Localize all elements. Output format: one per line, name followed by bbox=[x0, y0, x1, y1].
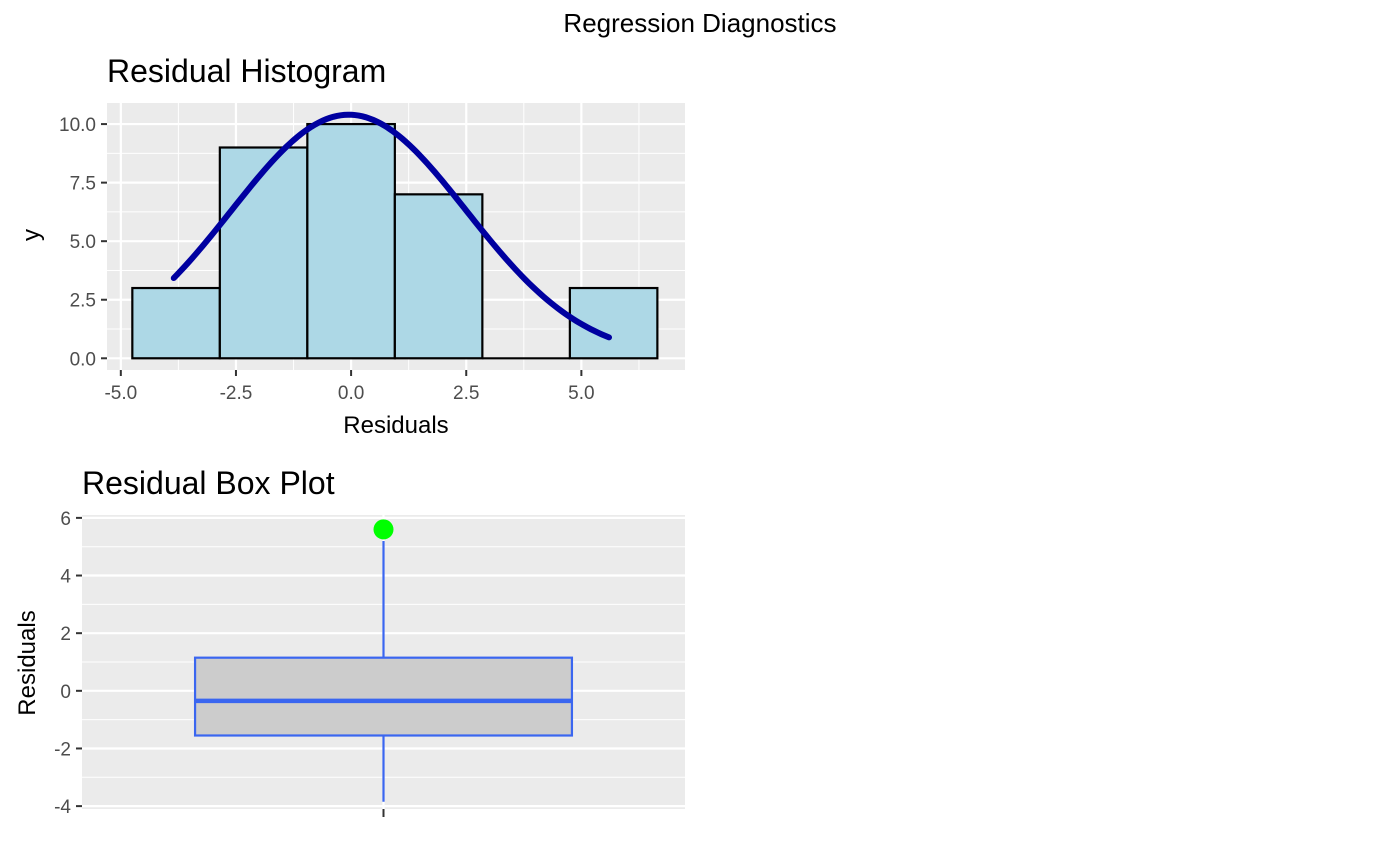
y-tick-label: 2 bbox=[60, 624, 71, 645]
boxplot-y-ticks: -4 -2 0 2 4 6 bbox=[54, 509, 385, 818]
y-tick-label: 0 bbox=[60, 682, 71, 703]
histogram-bar bbox=[218, 146, 309, 360]
y-tick-label: 2.5 bbox=[70, 291, 96, 312]
x-tick-label: 5.0 bbox=[568, 383, 594, 404]
boxplot-marks bbox=[193, 519, 574, 802]
histogram-bar bbox=[131, 286, 221, 360]
x-tick-label: -5.0 bbox=[104, 383, 137, 404]
y-tick-label: 0.0 bbox=[70, 349, 96, 370]
histogram-chart: Residual Histogram -5.0 -2.5 0.0 2.5 5.0 0.0… bbox=[18, 53, 685, 439]
y-tick-label: 10.0 bbox=[59, 115, 96, 136]
histogram-y-label: y bbox=[18, 229, 45, 241]
histogram-x-ticks: -5.0 -2.5 0.0 2.5 5.0 bbox=[104, 370, 595, 404]
y-tick-label: -2 bbox=[54, 739, 71, 760]
histogram-title: Residual Histogram bbox=[107, 53, 386, 89]
histogram-bar bbox=[393, 193, 484, 360]
x-tick-label: -2.5 bbox=[220, 383, 253, 404]
y-tick-label: 6 bbox=[60, 509, 71, 530]
y-tick-label: 5.0 bbox=[70, 232, 96, 253]
figure-title: Regression Diagnostics bbox=[563, 8, 836, 38]
outlier-point bbox=[373, 519, 394, 540]
x-tick-label: 0.0 bbox=[338, 383, 364, 404]
boxplot-y-label: Residuals bbox=[14, 610, 41, 715]
y-tick-label: 7.5 bbox=[70, 174, 96, 195]
histogram-bar bbox=[306, 122, 396, 360]
y-tick-label: 4 bbox=[60, 567, 71, 588]
histogram-y-ticks: 0.0 2.5 5.0 7.5 10.0 bbox=[59, 115, 107, 370]
interquartile-box bbox=[193, 656, 574, 737]
density-curve bbox=[170, 111, 613, 341]
x-tick-label: 2.5 bbox=[453, 383, 479, 404]
histogram-x-label: Residuals bbox=[343, 412, 448, 439]
boxplot-chart: Residual Box Plot -4 -2 0 2 4 6 Residuals bbox=[14, 465, 685, 818]
y-tick-label: -4 bbox=[54, 797, 71, 818]
boxplot-title: Residual Box Plot bbox=[82, 465, 335, 501]
